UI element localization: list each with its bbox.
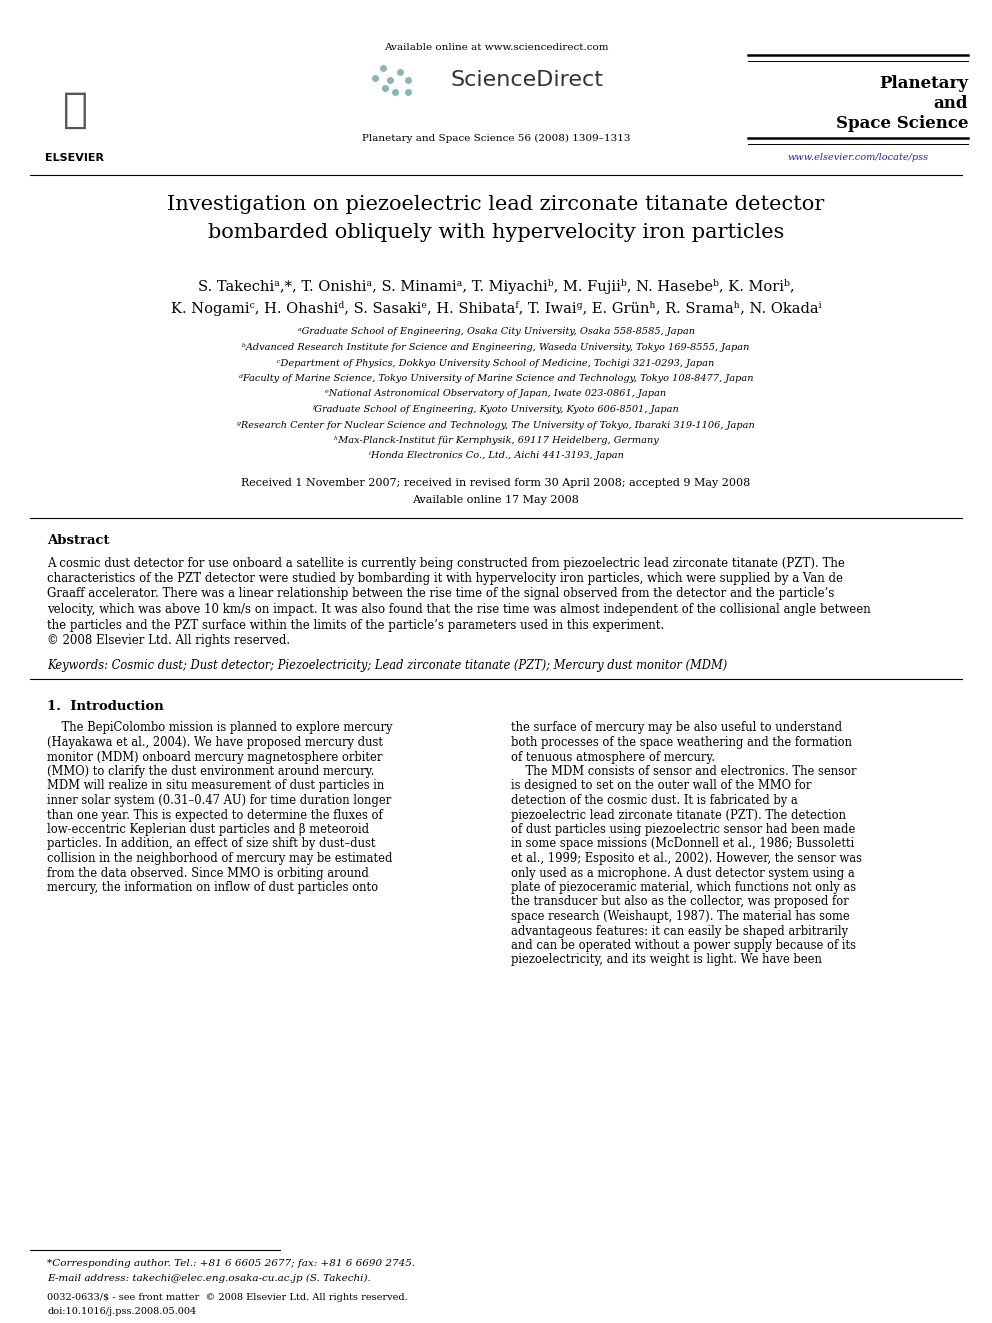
Text: 0032-0633/$ - see front matter  © 2008 Elsevier Ltd. All rights reserved.: 0032-0633/$ - see front matter © 2008 El…: [47, 1294, 408, 1303]
Text: ᵈFaculty of Marine Science, Tokyo University of Marine Science and Technology, T: ᵈFaculty of Marine Science, Tokyo Univer…: [239, 374, 753, 382]
Bar: [25, 34, 145, 165]
Text: piezoelectric lead zirconate titanate (PZT). The detection: piezoelectric lead zirconate titanate (P…: [511, 808, 846, 822]
Text: The MDM consists of sensor and electronics. The sensor: The MDM consists of sensor and electroni…: [511, 765, 856, 778]
Text: ᵉNational Astronomical Observatory of Japan, Iwate 023-0861, Japan: ᵉNational Astronomical Observatory of Ja…: [325, 389, 667, 398]
Text: low-eccentric Keplerian dust particles and β meteoroid: low-eccentric Keplerian dust particles a…: [47, 823, 369, 836]
Text: piezoelectricity, and its weight is light. We have been: piezoelectricity, and its weight is ligh…: [511, 954, 822, 967]
Text: (Hayakawa et al., 2004). We have proposed mercury dust: (Hayakawa et al., 2004). We have propose…: [47, 736, 383, 749]
Text: velocity, which was above 10 km/s on impact. It was also found that the rise tim: velocity, which was above 10 km/s on imp…: [47, 603, 871, 617]
Text: Abstract: Abstract: [47, 533, 109, 546]
Text: is designed to set on the outer wall of the MMO for: is designed to set on the outer wall of …: [511, 779, 811, 792]
Text: ᶠGraduate School of Engineering, Kyoto University, Kyoto 606-8501, Japan: ᶠGraduate School of Engineering, Kyoto U…: [312, 405, 680, 414]
Text: ʰMax-Planck-Institut für Kernphysik, 69117 Heidelberg, Germany: ʰMax-Planck-Institut für Kernphysik, 691…: [333, 437, 659, 445]
Text: of dust particles using piezoelectric sensor had been made: of dust particles using piezoelectric se…: [511, 823, 855, 836]
Text: et al., 1999; Esposito et al., 2002). However, the sensor was: et al., 1999; Esposito et al., 2002). Ho…: [511, 852, 862, 865]
Text: ᵃGraduate School of Engineering, Osaka City University, Osaka 558-8585, Japan: ᵃGraduate School of Engineering, Osaka C…: [298, 328, 694, 336]
Text: the transducer but also as the collector, was proposed for: the transducer but also as the collector…: [511, 896, 849, 909]
Text: detection of the cosmic dust. It is fabricated by a: detection of the cosmic dust. It is fabr…: [511, 794, 798, 807]
Text: plate of piezoceramic material, which functions not only as: plate of piezoceramic material, which fu…: [511, 881, 856, 894]
Text: Planetary: Planetary: [879, 74, 968, 91]
Text: of tenuous atmosphere of mercury.: of tenuous atmosphere of mercury.: [511, 750, 715, 763]
Text: 1.  Introduction: 1. Introduction: [47, 700, 164, 713]
Text: www.elsevier.com/locate/pss: www.elsevier.com/locate/pss: [788, 153, 929, 163]
Text: S. Takechiᵃ,*, T. Onishiᵃ, S. Minamiᵃ, T. Miyachiᵇ, M. Fujiiᵇ, N. Hasebeᵇ, K. Mo: S. Takechiᵃ,*, T. Onishiᵃ, S. Minamiᵃ, T…: [197, 279, 795, 295]
Text: collision in the neighborhood of mercury may be estimated: collision in the neighborhood of mercury…: [47, 852, 393, 865]
Text: ELSEVIER: ELSEVIER: [46, 153, 104, 163]
Text: Available online 17 May 2008: Available online 17 May 2008: [413, 495, 579, 505]
Text: from the data observed. Since MMO is orbiting around: from the data observed. Since MMO is orb…: [47, 867, 369, 880]
Text: Available online at www.sciencedirect.com: Available online at www.sciencedirect.co…: [384, 44, 608, 53]
Text: the surface of mercury may be also useful to understand: the surface of mercury may be also usefu…: [511, 721, 842, 734]
Text: and can be operated without a power supply because of its: and can be operated without a power supp…: [511, 939, 856, 953]
Text: Keywords: Cosmic dust; Dust detector; Piezoelectricity; Lead zirconate titanate : Keywords: Cosmic dust; Dust detector; Pi…: [47, 659, 727, 672]
Text: ScienceDirect: ScienceDirect: [450, 70, 603, 90]
Text: characteristics of the PZT detector were studied by bombarding it with hypervelo: characteristics of the PZT detector were…: [47, 572, 843, 585]
Text: The BepiColombo mission is planned to explore mercury: The BepiColombo mission is planned to ex…: [47, 721, 393, 734]
Text: both processes of the space weathering and the formation: both processes of the space weathering a…: [511, 736, 852, 749]
Text: in some space missions (McDonnell et al., 1986; Bussoletti: in some space missions (McDonnell et al.…: [511, 837, 854, 851]
Text: ᵍResearch Center for Nuclear Science and Technology, The University of Tokyo, Ib: ᵍResearch Center for Nuclear Science and…: [237, 421, 755, 430]
Text: than one year. This is expected to determine the fluxes of: than one year. This is expected to deter…: [47, 808, 383, 822]
Text: 🌿: 🌿: [62, 89, 87, 131]
Text: mercury, the information on inflow of dust particles onto: mercury, the information on inflow of du…: [47, 881, 378, 894]
Text: doi:10.1016/j.pss.2008.05.004: doi:10.1016/j.pss.2008.05.004: [47, 1307, 196, 1316]
Text: space research (Weishaupt, 1987). The material has some: space research (Weishaupt, 1987). The ma…: [511, 910, 850, 923]
Text: ᶜDepartment of Physics, Dokkyo University School of Medicine, Tochigi 321-0293, : ᶜDepartment of Physics, Dokkyo Universit…: [278, 359, 714, 368]
Text: K. Nogamiᶜ, H. Ohashiᵈ, S. Sasakiᵉ, H. Shibataᶠ, T. Iwaiᵍ, E. Grünʰ, R. Sramaʰ, : K. Nogamiᶜ, H. Ohashiᵈ, S. Sasakiᵉ, H. S…: [171, 300, 821, 315]
Text: © 2008 Elsevier Ltd. All rights reserved.: © 2008 Elsevier Ltd. All rights reserved…: [47, 634, 290, 647]
Text: advantageous features: it can easily be shaped arbitrarily: advantageous features: it can easily be …: [511, 925, 848, 938]
Text: ᵇAdvanced Research Institute for Science and Engineering, Waseda University, Tok: ᵇAdvanced Research Institute for Science…: [242, 343, 750, 352]
Text: A cosmic dust detector for use onboard a satellite is currently being constructe: A cosmic dust detector for use onboard a…: [47, 557, 845, 569]
Text: Planetary and Space Science 56 (2008) 1309–1313: Planetary and Space Science 56 (2008) 13…: [362, 134, 630, 143]
Text: Investigation on piezoelectric lead zirconate titanate detector
bombarded obliqu: Investigation on piezoelectric lead zirc…: [168, 194, 824, 242]
Text: MDM will realize in situ measurement of dust particles in: MDM will realize in situ measurement of …: [47, 779, 384, 792]
Text: *Corresponding author. Tel.: +81 6 6605 2677; fax: +81 6 6690 2745.: *Corresponding author. Tel.: +81 6 6605 …: [47, 1258, 415, 1267]
Text: particles. In addition, an effect of size shift by dust–dust: particles. In addition, an effect of siz…: [47, 837, 376, 851]
Text: Graaff accelerator. There was a linear relationship between the rise time of the: Graaff accelerator. There was a linear r…: [47, 587, 834, 601]
Text: Space Science: Space Science: [835, 115, 968, 131]
Text: only used as a microphone. A dust detector system using a: only used as a microphone. A dust detect…: [511, 867, 855, 880]
Text: ⁱHonda Electronics Co., Ltd., Aichi 441-3193, Japan: ⁱHonda Electronics Co., Ltd., Aichi 441-…: [369, 451, 623, 460]
Text: E-mail address: takechi@elec.eng.osaka-cu.ac.jp (S. Takechi).: E-mail address: takechi@elec.eng.osaka-c…: [47, 1274, 371, 1282]
Text: Received 1 November 2007; received in revised form 30 April 2008; accepted 9 May: Received 1 November 2007; received in re…: [241, 478, 751, 488]
Text: monitor (MDM) onboard mercury magnetosphere orbiter: monitor (MDM) onboard mercury magnetosph…: [47, 750, 382, 763]
Text: inner solar system (0.31–0.47 AU) for time duration longer: inner solar system (0.31–0.47 AU) for ti…: [47, 794, 391, 807]
Text: (MMO) to clarify the dust environment around mercury.: (MMO) to clarify the dust environment ar…: [47, 765, 374, 778]
Text: and: and: [933, 94, 968, 111]
Text: the particles and the PZT surface within the limits of the particle’s parameters: the particles and the PZT surface within…: [47, 618, 664, 631]
